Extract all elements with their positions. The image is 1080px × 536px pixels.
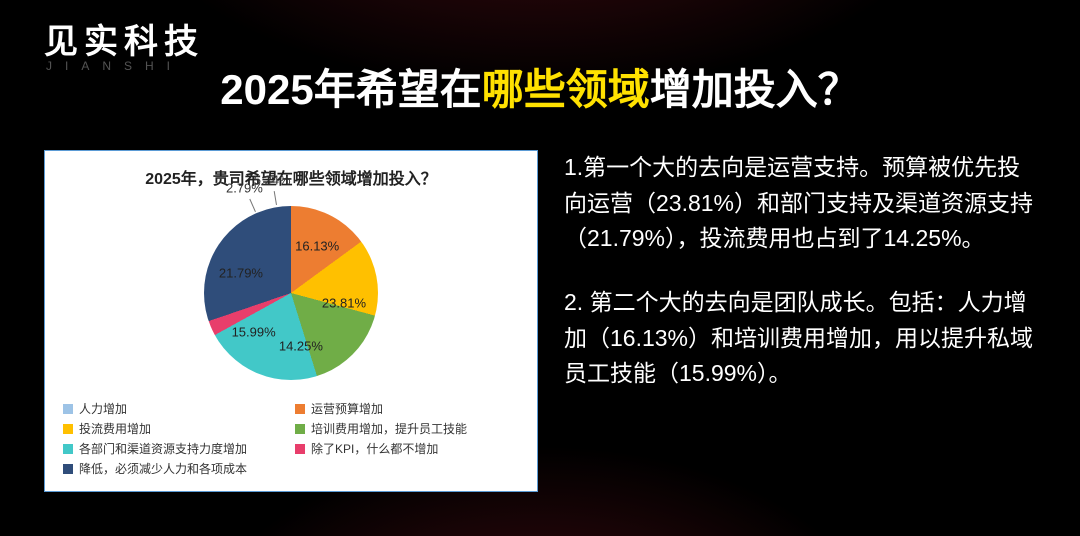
- slice-label: 15.99%: [232, 324, 276, 339]
- pie-chart: [204, 206, 378, 380]
- title-pre: 2025年希望在: [220, 66, 481, 113]
- legend-item: 投流费用增加: [63, 419, 287, 439]
- page-title: 2025年希望在哪些领域增加投入？: [0, 56, 1080, 117]
- legend-item: 降低，必须减少人力和各项成本: [63, 459, 519, 479]
- title-post: 增加投入？: [650, 66, 860, 113]
- legend-swatch: [295, 404, 305, 414]
- legend-row: 投流费用增加 培训费用增加，提升员工技能: [63, 419, 519, 439]
- slice-label: 23.81%: [322, 296, 366, 311]
- legend-swatch: [63, 424, 73, 434]
- legend-row: 降低，必须减少人力和各项成本: [63, 459, 519, 479]
- legend-label: 降低，必须减少人力和各项成本: [79, 459, 247, 479]
- leader-line: [249, 198, 256, 211]
- legend-label: 各部门和渠道资源支持力度增加: [79, 439, 247, 459]
- paragraph-1: 1.第一个大的去向是运营支持。预算被优先投向运营（23.81%）和部门支持及渠道…: [564, 150, 1040, 257]
- legend-item: 人力增加: [63, 399, 287, 419]
- legend-swatch: [295, 424, 305, 434]
- legend-swatch: [63, 404, 73, 414]
- legend-label: 投流费用增加: [79, 419, 151, 439]
- legend-swatch: [63, 444, 73, 454]
- pie-area: 16.13%23.81%14.25%15.99%21.79%2.79%5.24%: [45, 195, 537, 391]
- legend-swatch: [63, 464, 73, 474]
- legend-item: 培训费用增加，提升员工技能: [295, 419, 519, 439]
- slice-label: 5.24%: [254, 172, 291, 187]
- chart-legend: 人力增加运营预算增加投流费用增加培训费用增加，提升员工技能各部门和渠道资源支持力…: [63, 399, 519, 479]
- legend-swatch: [295, 444, 305, 454]
- body-text: 1.第一个大的去向是运营支持。预算被优先投向运营（23.81%）和部门支持及渠道…: [564, 150, 1040, 420]
- legend-label: 培训费用增加，提升员工技能: [311, 419, 467, 439]
- title-highlight: 哪些领域: [482, 66, 650, 113]
- paragraph-2: 2. 第二个大的去向是团队成长。包括：人力增加（16.13%）和培训费用增加，用…: [564, 285, 1040, 392]
- legend-label: 人力增加: [79, 399, 127, 419]
- leader-line: [274, 191, 277, 205]
- legend-row: 各部门和渠道资源支持力度增加 除了KPI，什么都不增加: [63, 439, 519, 459]
- slice-label: 21.79%: [219, 265, 263, 280]
- slice-label: 16.13%: [295, 238, 339, 253]
- legend-label: 除了KPI，什么都不增加: [311, 439, 438, 459]
- chart-title: 2025年，贵司希望在哪些领域增加投入？: [45, 165, 537, 189]
- legend-item: 除了KPI，什么都不增加: [295, 439, 519, 459]
- legend-label: 运营预算增加: [311, 399, 383, 419]
- slice-label: 14.25%: [279, 339, 323, 354]
- legend-row: 人力增加 运营预算增加: [63, 399, 519, 419]
- pie-chart-card: 2025年，贵司希望在哪些领域增加投入？ 16.13% 23.81% 14.25%1…: [44, 150, 538, 492]
- legend-item: 各部门和渠道资源支持力度增加: [63, 439, 287, 459]
- legend-item: 运营预算增加: [295, 399, 519, 419]
